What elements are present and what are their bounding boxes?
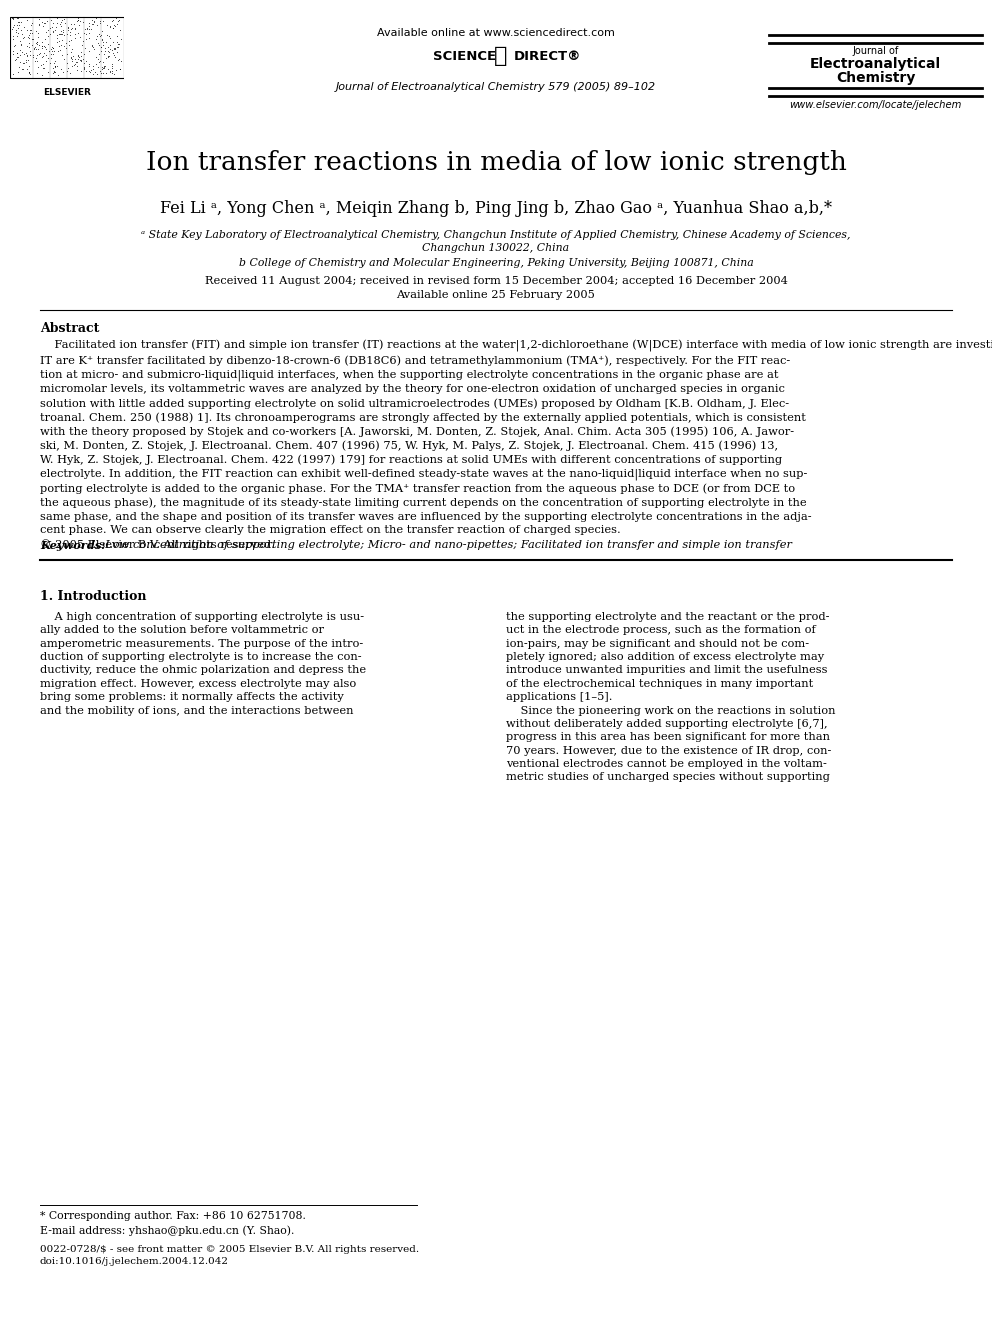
Text: 0022-0728/$ - see front matter © 2005 Elsevier B.V. All rights reserved.: 0022-0728/$ - see front matter © 2005 El… [40,1245,420,1254]
Text: DIRECT®: DIRECT® [514,50,581,64]
Text: ᵃ State Key Laboratory of Electroanalytical Chemistry, Changchun Institute of Ap: ᵃ State Key Laboratory of Electroanalyti… [141,230,851,239]
Text: www.elsevier.com/locate/jelechem: www.elsevier.com/locate/jelechem [790,101,961,110]
Text: Changchun 130022, China: Changchun 130022, China [423,243,569,253]
Text: A high concentration of supporting electrolyte is usu-
ally added to the solutio: A high concentration of supporting elect… [40,613,366,716]
Text: Facilitated ion transfer (FIT) and simple ion transfer (IT) reactions at the wat: Facilitated ion transfer (FIT) and simpl… [40,340,992,549]
Text: * Corresponding author. Fax: +86 10 62751708.: * Corresponding author. Fax: +86 10 6275… [40,1211,306,1221]
Text: Available online at www.sciencedirect.com: Available online at www.sciencedirect.co… [377,28,615,38]
Text: SCIENCE: SCIENCE [433,50,496,64]
Text: the supporting electrolyte and the reactant or the prod-
uct in the electrode pr: the supporting electrolyte and the react… [506,613,835,782]
Text: b College of Chemistry and Molecular Engineering, Peking University, Beijing 100: b College of Chemistry and Molecular Eng… [239,258,753,269]
Text: Abstract: Abstract [40,321,99,335]
Text: Journal of Electroanalytical Chemistry 579 (2005) 89–102: Journal of Electroanalytical Chemistry 5… [336,82,656,93]
Text: Chemistry: Chemistry [835,71,916,85]
Text: Electroanalytical: Electroanalytical [809,57,941,71]
Text: Journal of: Journal of [852,46,899,56]
Text: ⓓ: ⓓ [494,46,507,66]
Text: Available online 25 February 2005: Available online 25 February 2005 [397,290,595,300]
Text: Low concentration of supporting electrolyte; Micro- and nano-pipettes; Facilitat: Low concentration of supporting electrol… [98,540,792,550]
Text: Received 11 August 2004; received in revised form 15 December 2004; accepted 16 : Received 11 August 2004; received in rev… [204,277,788,286]
Text: doi:10.1016/j.jelechem.2004.12.042: doi:10.1016/j.jelechem.2004.12.042 [40,1257,229,1266]
Text: Fei Li ᵃ, Yong Chen ᵃ, Meiqin Zhang b, Ping Jing b, Zhao Gao ᵃ, Yuanhua Shao a,b: Fei Li ᵃ, Yong Chen ᵃ, Meiqin Zhang b, P… [160,200,832,217]
Text: 1. Introduction: 1. Introduction [40,590,147,603]
Text: Keywords:: Keywords: [40,540,105,550]
Text: E-mail address: yhshao@pku.edu.cn (Y. Shao).: E-mail address: yhshao@pku.edu.cn (Y. Sh… [40,1225,295,1236]
Bar [10,17,124,78]
Text: Ion transfer reactions in media of low ionic strength: Ion transfer reactions in media of low i… [146,149,846,175]
Text: ELSEVIER: ELSEVIER [43,87,91,97]
